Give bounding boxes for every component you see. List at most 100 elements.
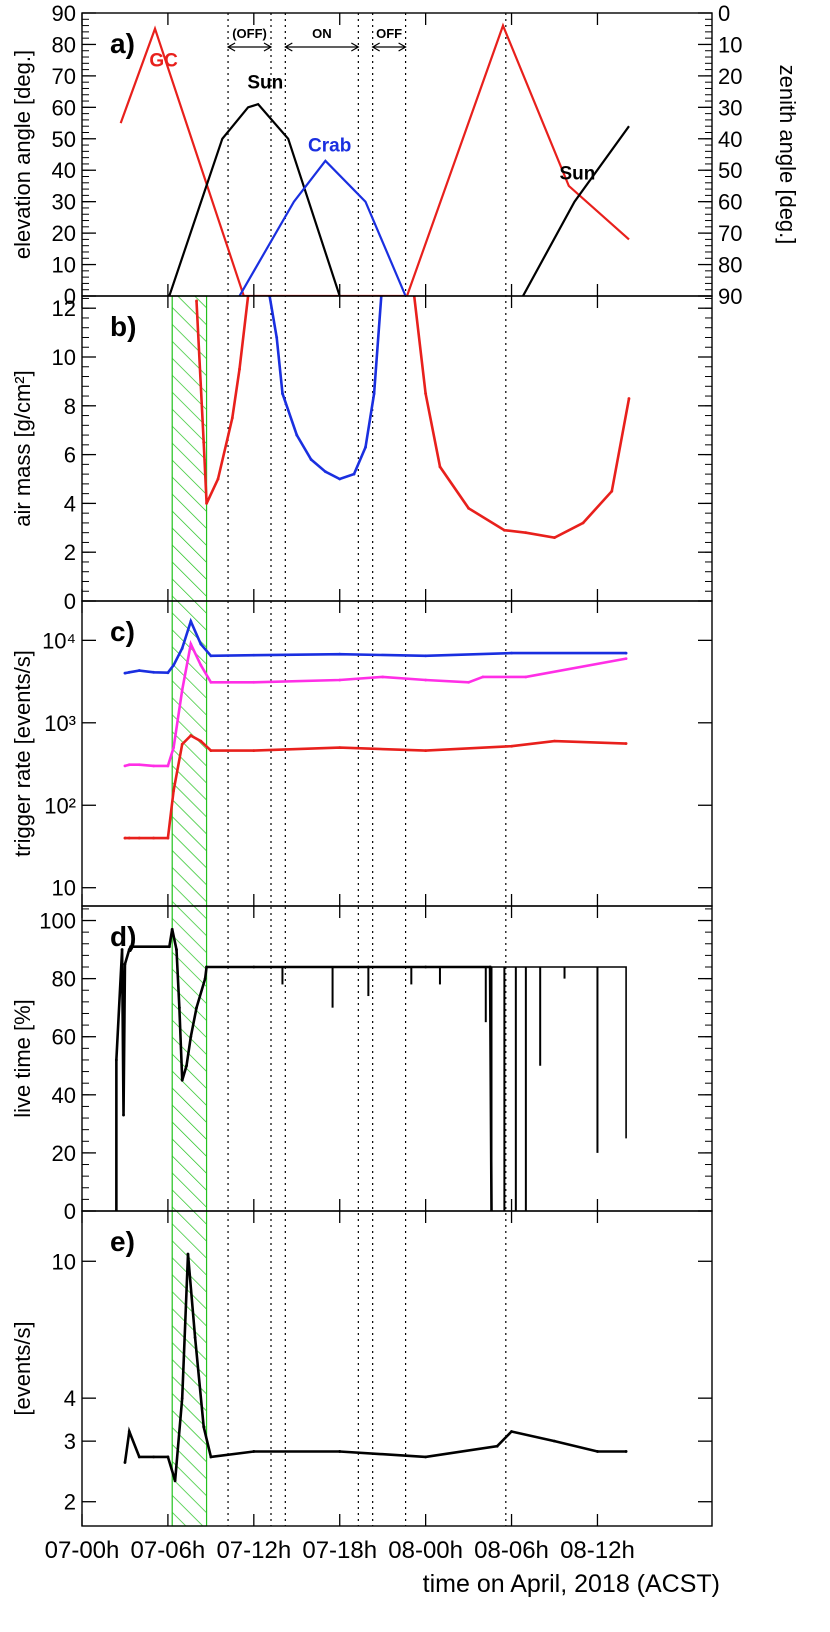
series-line-0-3 [522, 125, 630, 296]
data-point-3-0-17 [252, 965, 256, 969]
series-1-0 [195, 296, 250, 505]
x-tick-label: 07-00h [45, 1537, 120, 1564]
data-point-2-0-10 [252, 653, 256, 657]
data-point-2-2-15 [624, 742, 628, 745]
data-point-1-2-4 [502, 528, 506, 532]
data-point-3-0-2 [120, 948, 124, 951]
data-point-3-0-5 [127, 948, 131, 951]
data-point-1-1-1 [275, 336, 279, 339]
series-0-3 [522, 125, 630, 296]
data-point-1-0-5 [238, 367, 241, 371]
period-arrowhead-left-2 [371, 42, 380, 52]
series-line-0-0 [119, 22, 630, 296]
data-point-2-0-13 [510, 651, 513, 655]
y-tick-label: 40 [52, 1083, 76, 1108]
y-tick-label: 100 [39, 909, 76, 934]
data-point-2-1-1 [127, 763, 131, 767]
series-line-1-1 [268, 296, 383, 481]
data-point-1-1-4 [309, 458, 313, 461]
curve-label-crab: Crab [308, 135, 351, 156]
y2-tick-label: 10 [718, 32, 742, 57]
y-tick-label: 10 [52, 1249, 76, 1274]
data-point-2-0-3 [152, 670, 155, 674]
series-1-2 [412, 296, 631, 539]
period-arrowhead-right-2 [398, 42, 407, 52]
y-tick-label: 40 [52, 158, 76, 183]
y2-axis-title: zenith angle [deg.] [775, 65, 800, 245]
data-point-2-2-13 [510, 744, 513, 748]
series-0-2 [238, 159, 407, 296]
data-point-4-0-2 [137, 1455, 141, 1459]
x-tick-label: 08-06h [474, 1537, 549, 1564]
data-point-3-0-13 [189, 1035, 193, 1039]
data-point-2-1-12 [381, 675, 385, 679]
y-tick-label: 80 [52, 32, 76, 57]
y-tick-label: 12 [52, 296, 76, 321]
data-point-2-1-13 [424, 678, 428, 682]
data-point-2-2-11 [338, 746, 342, 750]
y2-tick-label: 30 [718, 95, 742, 120]
data-point-2-2-4 [166, 836, 170, 840]
data-point-1-2-9 [627, 397, 631, 400]
data-point-2-0-6 [180, 646, 184, 650]
y-tick-label: 3 [64, 1429, 76, 1454]
data-point-2-0-0 [123, 671, 127, 675]
data-point-4-0-7 [186, 1252, 190, 1256]
data-point-2-2-8 [199, 739, 203, 743]
x-axis-title: time on April, 2018 (ACST) [423, 1570, 720, 1598]
curve-label-sun: Sun [247, 72, 283, 93]
data-point-4-0-18 [624, 1450, 628, 1453]
y-tick-label: 2 [64, 540, 76, 565]
y-tick-label: 10² [44, 793, 76, 818]
y-tick-label: 10 [52, 345, 76, 370]
data-point-1-2-6 [553, 536, 556, 539]
text-layer: (OFF) ON OFFGCSunCrabSun010203040506070809… [10, 1, 800, 1598]
data-point-3-0-3 [122, 1113, 125, 1117]
data-point-2-0-4 [166, 671, 170, 675]
background-layer [171, 13, 507, 1527]
y-tick-label: 70 [52, 64, 76, 89]
y-tick-label: 30 [52, 190, 76, 215]
series-4-0 [123, 1252, 628, 1483]
data-point-4-0-6 [180, 1396, 184, 1400]
x-tick-label: 08-12h [560, 1537, 635, 1564]
data-point-2-2-0 [123, 836, 127, 840]
period-arrowhead-right-1 [351, 42, 360, 52]
data-point-2-2-14 [553, 739, 556, 743]
data-point-4-0-3 [152, 1455, 155, 1459]
x-tick-label: 07-12h [216, 1537, 291, 1564]
series-2-2 [123, 733, 628, 840]
data-point-2-0-14 [624, 651, 628, 655]
data-point-3-0-8 [170, 927, 174, 931]
data-point-4-0-1 [127, 1430, 131, 1433]
y-tick-label: 20 [52, 221, 76, 246]
data-point-3-0-1 [114, 1058, 118, 1062]
y-tick-label: 90 [52, 1, 76, 26]
data-point-1-0-1 [202, 441, 206, 444]
data-point-4-0-5 [173, 1479, 177, 1483]
y-tick-label: 4 [64, 491, 76, 516]
data-point-2-1-9 [209, 680, 213, 684]
data-point-2-1-4 [166, 764, 170, 768]
data-point-1-2-1 [424, 392, 428, 395]
data-point-1-1-6 [338, 477, 342, 481]
y-axis-title: air mass [g/cm²] [10, 370, 35, 526]
data-point-3-0-4 [123, 962, 127, 966]
y-tick-label: 2 [64, 1490, 76, 1515]
x-tick-label: 08-00h [388, 1537, 463, 1564]
series-line-2-2 [125, 733, 627, 840]
data-point-3-0-15 [203, 977, 207, 981]
data-point-3-0-11 [180, 1078, 184, 1082]
y-tick-label: 80 [52, 967, 76, 992]
series-line-0-1 [168, 102, 341, 296]
data-point-2-0-1 [127, 670, 131, 674]
y-axis-title: live time [%] [10, 999, 35, 1118]
data-point-2-1-11 [338, 678, 342, 682]
data-point-2-1-16 [524, 675, 528, 679]
live-spikes [281, 966, 627, 1211]
x-tick-label: 07-18h [302, 1537, 377, 1564]
y-axis-title: [events/s] [10, 1321, 35, 1415]
series-line-3-0 [115, 928, 493, 1211]
panel-letter: e) [110, 1226, 135, 1257]
